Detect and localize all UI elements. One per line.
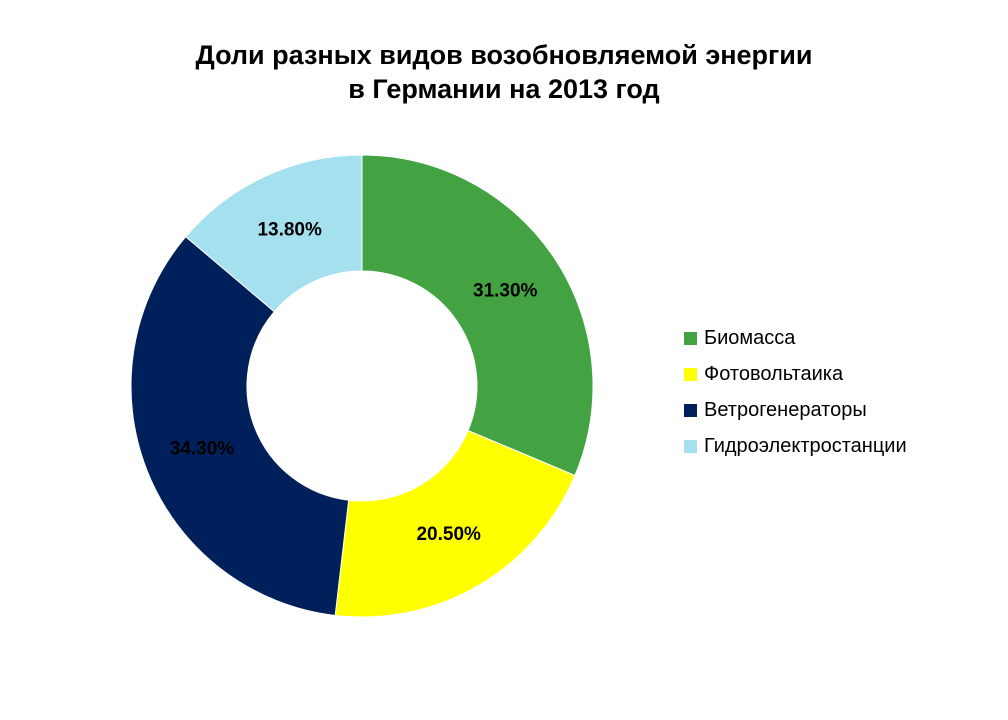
legend-label-wind: Ветрогенераторы xyxy=(704,398,867,421)
chart-title-line-1: Доли разных видов возобновляемой энергии xyxy=(195,40,813,70)
slice-wind xyxy=(130,235,350,616)
legend-swatch-wind xyxy=(684,403,697,417)
legend-label-photovoltaics: Фотовольтаика xyxy=(704,362,844,385)
legend-label-hydro: Гидроэлектростанции xyxy=(704,434,907,457)
slice-photovoltaics xyxy=(334,429,576,618)
legend-swatch-hydro xyxy=(684,439,697,453)
data-label-hydro: 13.80% xyxy=(257,219,322,240)
slices xyxy=(130,154,594,618)
data-label-wind: 34.30% xyxy=(170,439,235,460)
data-label-photovoltaics: 20.50% xyxy=(416,524,481,545)
legend-item-biomass: Биомасса xyxy=(684,320,984,356)
data-label-biomass: 31.30% xyxy=(473,280,538,301)
legend-item-photovoltaics: Фотовольтаика xyxy=(684,356,984,392)
chart-title: Доли разных видов возобновляемой энергии… xyxy=(0,38,1008,106)
data-labels: 31.30% 20.50% 34.30% 13.80% xyxy=(170,219,538,545)
chart-title-line-2: в Германии на 2013 год xyxy=(348,74,660,104)
legend-swatch-biomass xyxy=(684,331,697,345)
legend-item-wind: Ветрогенераторы xyxy=(684,392,984,428)
slice-hydro xyxy=(185,154,363,313)
legend-item-hydro: Гидроэлектростанции xyxy=(684,428,984,464)
legend: Биомасса Фотовольтаика Ветрогенераторы Г… xyxy=(684,320,984,464)
legend-swatch-photovoltaics xyxy=(684,367,697,381)
legend-label-biomass: Биомасса xyxy=(704,326,796,349)
slice-biomass xyxy=(361,154,594,477)
